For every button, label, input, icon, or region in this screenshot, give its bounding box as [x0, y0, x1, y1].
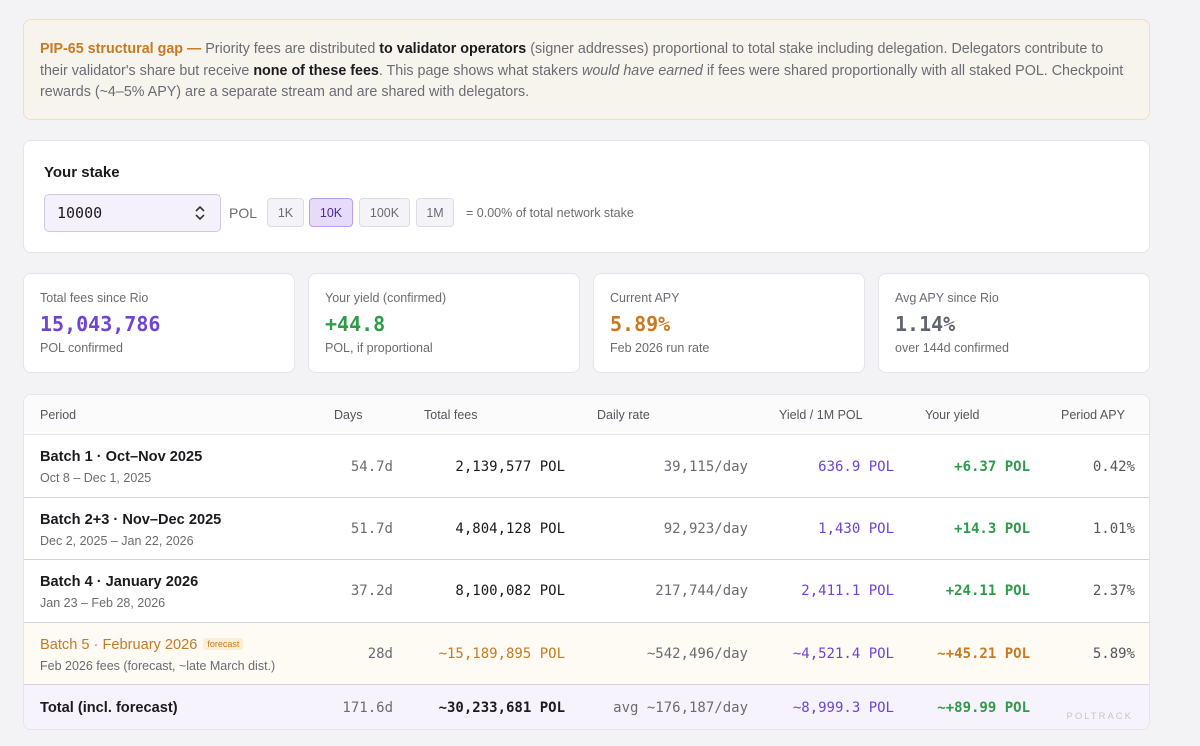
- header-total-fees: Total fees: [424, 408, 478, 422]
- card-label: Total fees since Rio: [40, 291, 149, 305]
- notice-banner: PIP-65 structural gap — Priority fees ar…: [23, 19, 1150, 120]
- table-row: Batch 2+3 · Nov–Dec 2025 Dec 2, 2025 – J…: [24, 498, 1149, 560]
- preset-1m-button[interactable]: 1M: [416, 198, 454, 227]
- stepper-icon[interactable]: [188, 201, 212, 225]
- period-name: Batch 5 · February 2026 forecast: [40, 637, 244, 653]
- card-sub: POL, if proportional: [325, 341, 433, 355]
- cell-your-yield: +24.11 POL: [945, 583, 1030, 599]
- stake-input-value: 10000: [57, 204, 103, 222]
- cell-your-yield: +14.3 POL: [954, 521, 1030, 537]
- poltrack-watermark: POLTRACK: [1066, 711, 1133, 722]
- cell-days: 28d: [367, 646, 393, 662]
- periods-table: Period Days Total fees Daily rate Yield …: [23, 394, 1150, 730]
- table-row-total: Total (incl. forecast) 171.6d ~30,233,68…: [24, 685, 1149, 729]
- cell-daily-rate: 217,744/day: [655, 583, 748, 599]
- period-dates: Oct 8 – Dec 1, 2025: [40, 471, 152, 485]
- cell-days: 37.2d: [350, 583, 393, 599]
- cell-period-apy: 0.42%: [1092, 459, 1135, 475]
- header-daily-rate: Daily rate: [597, 408, 650, 422]
- cell-total-fees: ~15,189,895 POL: [438, 646, 565, 662]
- table-row-forecast: Batch 5 · February 2026 forecast Feb 2026…: [24, 623, 1149, 685]
- notice-text-4: if fees were shared proportionally with …: [40, 62, 1124, 101]
- card-value: 15,043,786: [40, 312, 161, 336]
- cell-total-fees: ~30,233,681 POL: [438, 700, 565, 716]
- table-row: Batch 1 · Oct–Nov 2025 Oct 8 – Dec 1, 20…: [24, 435, 1149, 498]
- stake-unit: POL: [229, 205, 258, 221]
- stake-panel: Your stake 10000 POL 1K 10K 100K 1M = 0.…: [23, 140, 1150, 253]
- card-sub: over 144d confirmed: [895, 341, 1009, 355]
- stake-title: Your stake: [44, 164, 120, 181]
- cell-total-fees: 2,139,577 POL: [455, 459, 565, 475]
- stat-card-current-apy: Current APY 5.89% Feb 2026 run rate: [593, 273, 865, 373]
- notice-lead: PIP-65 structural gap —: [40, 41, 202, 57]
- cell-days: 51.7d: [350, 521, 393, 537]
- cell-your-yield: ~+45.21 POL: [937, 646, 1030, 662]
- cell-days: 54.7d: [350, 459, 393, 475]
- header-period-apy: Period APY: [1061, 408, 1125, 422]
- header-days: Days: [334, 408, 363, 422]
- header-yield-1m: Yield / 1M POL: [779, 408, 863, 422]
- period-name-text: Batch 5 · February 2026: [40, 637, 198, 653]
- period-dates: Dec 2, 2025 – Jan 22, 2026: [40, 534, 194, 548]
- card-value: 5.89%: [610, 312, 671, 336]
- period-dates: Jan 23 – Feb 28, 2026: [40, 596, 166, 610]
- cell-total-fees: 4,804,128 POL: [455, 521, 565, 537]
- card-value: +44.8: [325, 312, 386, 336]
- cell-yield-1m: 2,411.1 POL: [801, 583, 894, 599]
- cell-total-fees: 8,100,082 POL: [455, 583, 565, 599]
- period-name: Batch 4 · January 2026: [40, 574, 199, 590]
- card-label: Your yield (confirmed): [325, 291, 447, 305]
- stake-input[interactable]: 10000: [44, 194, 221, 232]
- cell-daily-rate: ~542,496/day: [646, 646, 748, 662]
- cell-yield-1m: 1,430 POL: [818, 521, 894, 537]
- total-label: Total (incl. forecast): [40, 700, 178, 716]
- notice-text-3: . This page shows what stakers: [378, 62, 583, 79]
- card-label: Avg APY since Rio: [895, 291, 999, 305]
- notice-bold-2: none of these fees: [253, 62, 379, 79]
- stat-card-avg-apy: Avg APY since Rio 1.14% over 144d confir…: [878, 273, 1150, 373]
- preset-10k-button[interactable]: 10K: [309, 198, 353, 227]
- preset-100k-button[interactable]: 100K: [359, 198, 410, 227]
- header-period: Period: [40, 408, 77, 422]
- notice-bold-1: to validator operators: [379, 41, 527, 57]
- table-header: Period Days Total fees Daily rate Yield …: [24, 395, 1149, 435]
- period-name: Batch 2+3 · Nov–Dec 2025: [40, 512, 222, 528]
- cell-yield-1m: ~8,999.3 POL: [792, 700, 894, 716]
- cell-period-apy: 5.89%: [1092, 646, 1135, 662]
- cell-your-yield: ~+89.99 POL: [937, 700, 1030, 716]
- stat-card-your-yield: Your yield (confirmed) +44.8 POL, if pro…: [308, 273, 580, 373]
- notice-text-2: (signer addresses) proportional to total…: [40, 41, 1104, 79]
- period-name: Batch 1 · Oct–Nov 2025: [40, 449, 203, 465]
- header-your-yield: Your yield: [925, 408, 980, 422]
- period-dates: Feb 2026 fees (forecast, ~late March dis…: [40, 659, 276, 673]
- stat-card-total-fees: Total fees since Rio 15,043,786 POL conf…: [23, 273, 295, 373]
- notice-italic-1: would have earned: [582, 62, 703, 79]
- cell-daily-rate: 39,115/day: [663, 459, 748, 475]
- card-sub: POL confirmed: [40, 341, 123, 355]
- cell-daily-rate: 92,923/day: [663, 521, 748, 537]
- table-row: Batch 4 · January 2026 Jan 23 – Feb 28, …: [24, 560, 1149, 623]
- cell-days: 171.6d: [342, 700, 393, 716]
- cell-daily-rate: avg ~176,187/day: [613, 700, 748, 716]
- network-share-text: = 0.00% of total network stake: [466, 206, 634, 220]
- forecast-badge: forecast: [203, 638, 244, 650]
- cell-your-yield: +6.37 POL: [954, 459, 1030, 475]
- card-value: 1.14%: [895, 312, 956, 336]
- cell-yield-1m: ~4,521.4 POL: [792, 646, 894, 662]
- preset-1k-button[interactable]: 1K: [267, 198, 304, 227]
- card-sub: Feb 2026 run rate: [610, 341, 710, 355]
- cell-yield-1m: 636.9 POL: [818, 459, 894, 475]
- cell-period-apy: 1.01%: [1092, 521, 1135, 537]
- cell-period-apy: 2.37%: [1092, 583, 1135, 599]
- notice-text-1: Priority fees are distributed: [201, 41, 380, 57]
- card-label: Current APY: [610, 291, 680, 305]
